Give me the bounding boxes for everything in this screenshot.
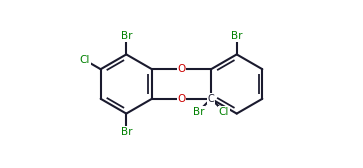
Text: Br: Br xyxy=(192,107,204,117)
Text: Br: Br xyxy=(231,31,242,41)
Text: Cl: Cl xyxy=(219,107,229,117)
Text: C: C xyxy=(208,94,215,104)
Text: Br: Br xyxy=(121,31,132,41)
Text: O: O xyxy=(178,64,185,74)
Text: Cl: Cl xyxy=(80,55,90,65)
Text: O: O xyxy=(178,94,185,104)
Text: Br: Br xyxy=(121,127,132,137)
